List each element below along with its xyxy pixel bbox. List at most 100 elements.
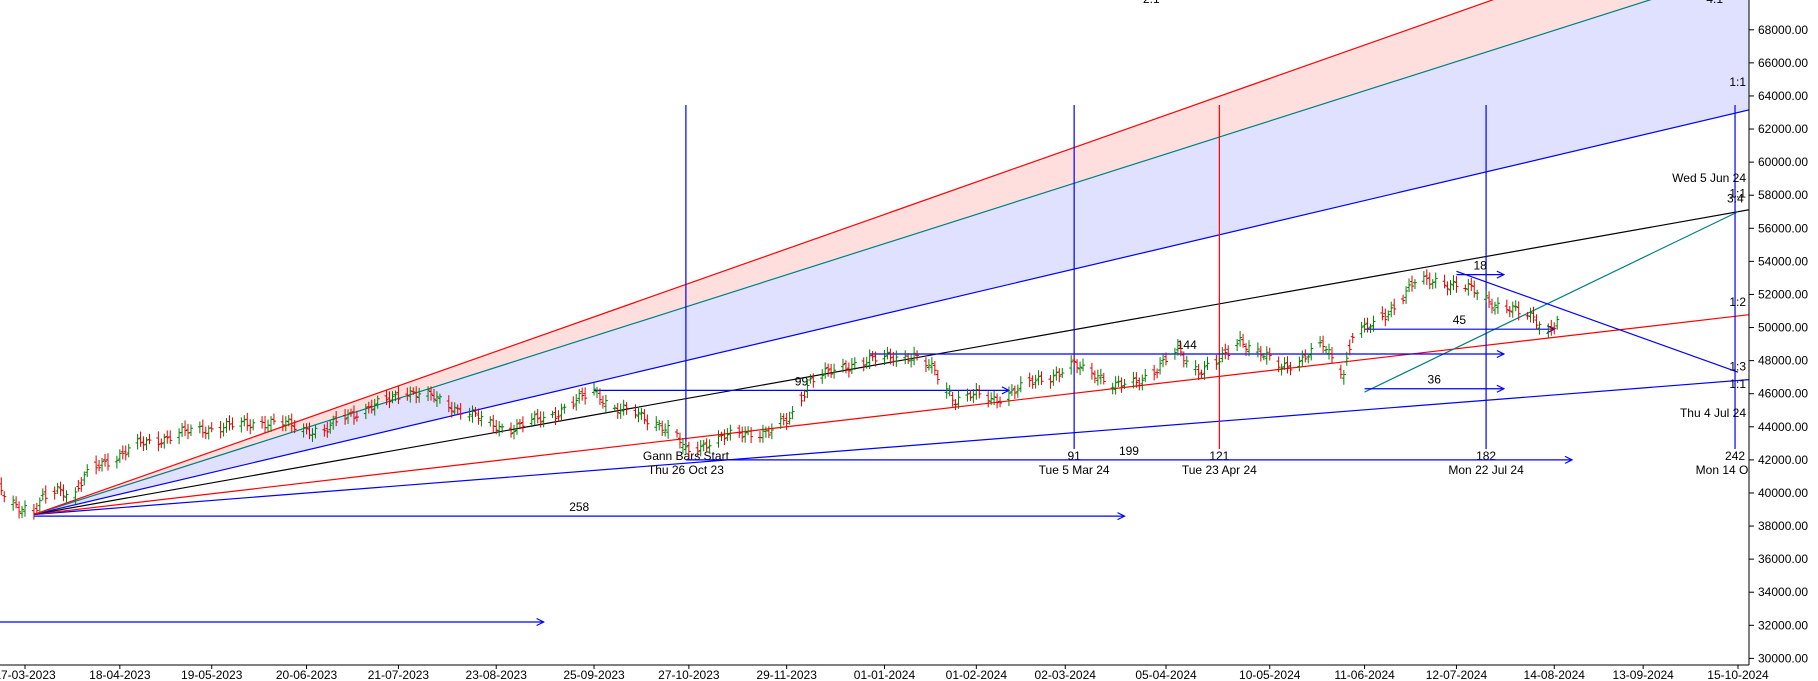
price-bar	[165, 430, 170, 444]
price-bar	[769, 423, 774, 440]
price-bar	[802, 389, 807, 402]
price-bar	[580, 387, 585, 401]
price-bar	[615, 402, 620, 419]
price-bar	[147, 433, 152, 445]
price-bar	[123, 445, 128, 461]
y-tick-label-2: 32000.00	[1758, 618, 1808, 632]
price-bar	[1119, 377, 1124, 393]
price-bar	[372, 399, 377, 416]
price-bar	[852, 357, 857, 370]
x-tick-label-2: 18-04-2023	[89, 668, 151, 681]
ratio-label-1: 1:1	[1729, 75, 1746, 89]
price-bar	[1282, 357, 1287, 370]
price-bar	[1362, 317, 1367, 333]
price-bar	[426, 386, 431, 402]
price-bar	[977, 385, 982, 399]
price-bar	[757, 431, 762, 443]
price-bar	[34, 502, 39, 514]
price-bar	[1255, 342, 1260, 358]
price-bar	[574, 393, 579, 411]
price-bar	[286, 415, 291, 427]
price-bar	[763, 426, 768, 438]
price-bar	[120, 445, 125, 460]
price-bar	[517, 418, 522, 430]
y-tick-label-4: 36000.00	[1758, 552, 1808, 566]
price-bar	[778, 412, 783, 429]
price-bar	[657, 419, 662, 431]
price-bar	[61, 484, 66, 502]
price-bar	[722, 429, 727, 445]
price-bar	[1424, 269, 1429, 285]
price-bar	[621, 399, 626, 416]
price-bar	[239, 417, 244, 433]
price-bar	[1039, 371, 1044, 386]
arrow-label-3: 99	[795, 374, 809, 388]
price-bar	[73, 487, 78, 505]
price-bar	[479, 410, 484, 427]
price-bar	[512, 424, 517, 440]
price-bar	[737, 424, 742, 439]
price-bar	[144, 437, 149, 451]
y-tick-label-20: 68000.00	[1758, 23, 1808, 37]
price-bar	[1495, 297, 1500, 314]
y-tick-label-14: 56000.00	[1758, 221, 1808, 235]
price-bar	[186, 423, 191, 440]
price-bar	[292, 419, 297, 434]
price-bar	[452, 402, 457, 416]
x-tick-label-15: 11-06-2024	[1334, 668, 1395, 681]
vertical-line-label-5-1: 242	[1725, 449, 1745, 463]
arrowhead-5	[1496, 384, 1506, 393]
y-tick-label-16: 60000.00	[1758, 155, 1808, 169]
price-bar	[266, 419, 271, 433]
price-bar	[396, 386, 401, 405]
price-bar	[725, 428, 730, 442]
price-bar	[618, 403, 623, 419]
price-bar	[1288, 361, 1293, 376]
price-bar	[1347, 339, 1352, 356]
price-bar	[417, 387, 422, 403]
x-tick-label-14: 10-05-2024	[1239, 668, 1301, 681]
ratio-label-3: 1:1	[1729, 187, 1746, 201]
price-bar	[829, 363, 834, 378]
price-bar	[1516, 301, 1521, 321]
price-bar	[965, 388, 970, 402]
price-bar	[1098, 368, 1103, 385]
price-bar	[40, 488, 45, 501]
price-bar	[947, 385, 952, 397]
price-bar	[1175, 338, 1180, 356]
price-bar	[1060, 368, 1065, 378]
price-bar	[1433, 272, 1438, 289]
price-bar	[594, 386, 599, 399]
price-bar	[538, 411, 543, 428]
x-tick-label-6: 23-08-2023	[466, 668, 528, 681]
price-bar	[283, 416, 288, 432]
price-bar	[114, 455, 119, 469]
x-tick-label-19: 15-10-2024	[1707, 668, 1769, 681]
price-bar	[1297, 356, 1302, 372]
price-bar	[535, 409, 540, 424]
price-bar	[1427, 272, 1432, 290]
price-bar	[1057, 368, 1062, 383]
price-bar	[1131, 371, 1136, 389]
arrow-label-6: 45	[1453, 313, 1467, 327]
price-bar	[1238, 331, 1243, 347]
price-bar	[1365, 317, 1370, 333]
price-bar	[559, 403, 564, 421]
arrowhead-8	[536, 617, 545, 627]
x-tick-label-17: 14-08-2024	[1524, 668, 1586, 681]
price-bar	[1184, 355, 1189, 368]
price-bar	[37, 497, 42, 513]
price-bar	[1172, 347, 1177, 360]
price-bar	[1324, 345, 1329, 354]
arrowhead-7	[1496, 270, 1506, 279]
price-bar	[1492, 301, 1497, 315]
price-bar	[1448, 279, 1453, 296]
arrowhead-2	[1564, 455, 1574, 464]
price-bar	[268, 415, 273, 432]
price-bar	[455, 404, 460, 415]
price-bar	[1015, 384, 1020, 398]
y-tick-label-12: 52000.00	[1758, 287, 1808, 301]
price-bar	[781, 413, 786, 426]
x-tick-label-16: 12-07-2024	[1426, 668, 1488, 681]
price-bar	[141, 436, 146, 451]
